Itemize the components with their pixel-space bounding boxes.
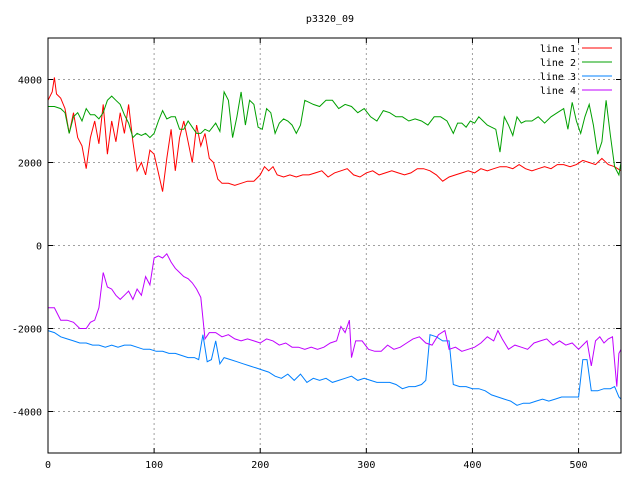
y-tick-label: 0 bbox=[36, 242, 42, 253]
y-tick-label: 4000 bbox=[18, 76, 42, 87]
legend: line 1 line 2 line 3 line 4 bbox=[540, 44, 612, 97]
x-tick-label: 500 bbox=[570, 460, 588, 471]
x-tick-label: 0 bbox=[45, 460, 51, 471]
legend-label: line 3 bbox=[540, 72, 576, 83]
series-line-1 bbox=[48, 77, 621, 191]
legend-label: line 4 bbox=[540, 86, 576, 97]
x-tick-label: 100 bbox=[145, 460, 163, 471]
grid bbox=[48, 38, 621, 453]
y-tick-label: -4000 bbox=[12, 408, 42, 419]
legend-label: line 2 bbox=[540, 58, 576, 69]
chart-title: p3320_09 bbox=[306, 14, 354, 25]
legend-label: line 1 bbox=[540, 44, 576, 55]
x-tick-label: 400 bbox=[463, 460, 481, 471]
x-tick-label: 200 bbox=[251, 460, 269, 471]
series-line-4 bbox=[48, 254, 621, 387]
y-tick-label: 2000 bbox=[18, 159, 42, 170]
series-lines bbox=[48, 77, 621, 405]
axis-ticks: 0 100 200 300 400 500 -4000 -2000 0 2000 4000 bbox=[12, 38, 621, 471]
y-tick-label: -2000 bbox=[12, 325, 42, 336]
x-tick-label: 300 bbox=[357, 460, 375, 471]
